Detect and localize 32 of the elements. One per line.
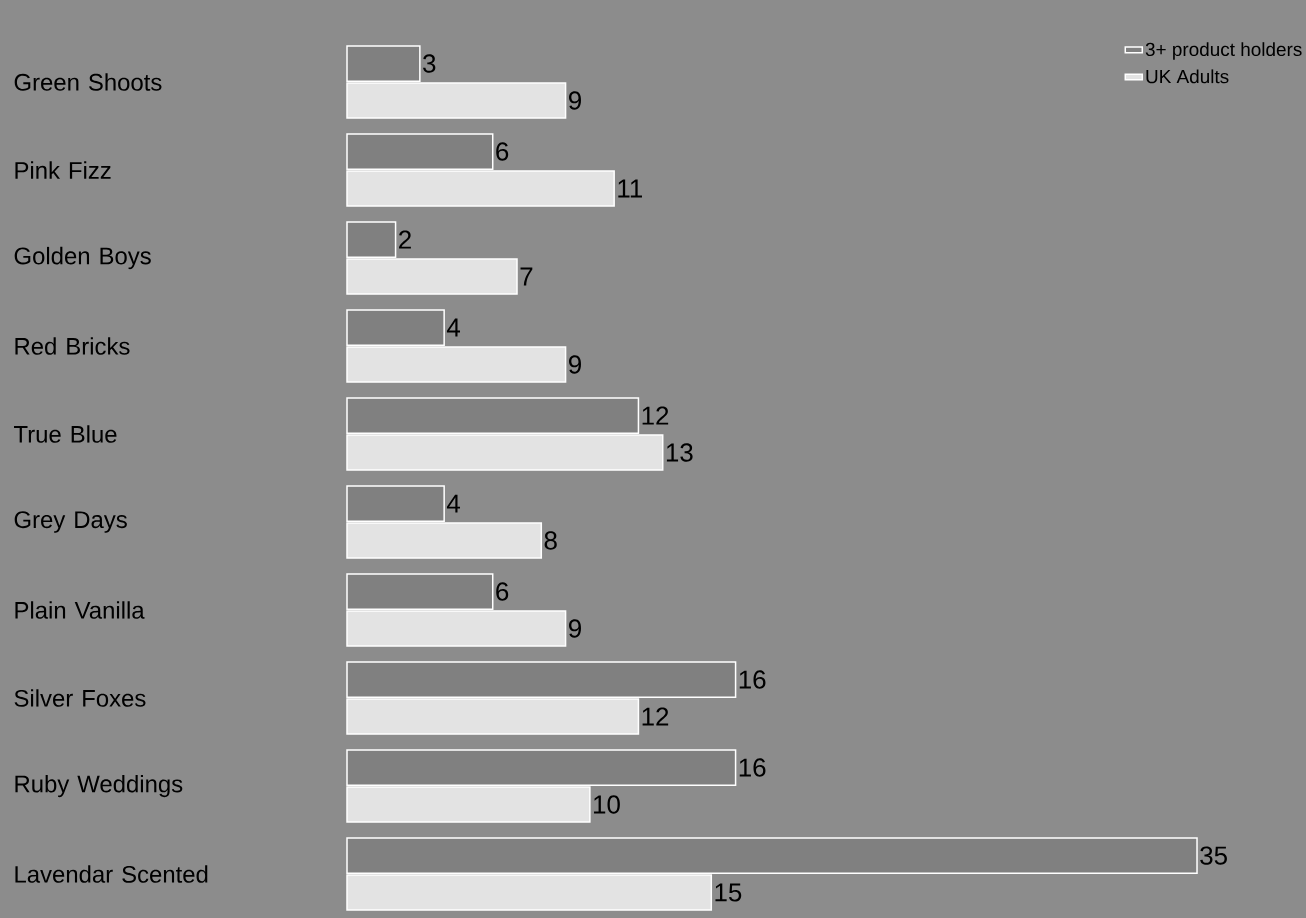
data-label: 10 [594, 795, 620, 814]
data-label: 12 [642, 406, 669, 425]
data-label: 3 [423, 54, 436, 73]
y-tick-label: Ruby Weddings [15, 774, 183, 798]
data-label: 9 [569, 619, 581, 638]
y-tick-label: True Blue [14, 425, 117, 443]
data-label: 16 [739, 670, 766, 689]
data-label: 35 [1200, 846, 1227, 865]
y-tick-label: Grey Days [14, 511, 127, 533]
data-label: 4 [446, 494, 461, 513]
data-label: 9 [569, 91, 581, 110]
data-label: 13 [666, 443, 693, 462]
data-label: 6 [496, 142, 509, 161]
y-tick-label: Pink Fizz [15, 161, 111, 179]
data-label: 9 [569, 355, 581, 374]
legend-label: 3+ product holders [1145, 42, 1302, 60]
data-label: 15 [715, 883, 742, 902]
data-label: 4 [446, 318, 461, 337]
y-tick-label: Plain Vanilla [15, 601, 145, 619]
y-tick-label: Red Bricks [15, 337, 130, 355]
data-label: 7 [520, 267, 533, 286]
y-tick-label: Silver Foxes [14, 689, 146, 707]
data-label: 6 [496, 582, 509, 601]
y-tick-label: Golden Boys [14, 246, 151, 270]
y-tick-label: Lavendar Scented [15, 865, 208, 883]
data-label: 8 [544, 531, 557, 550]
data-label: 2 [399, 230, 411, 249]
data-label: 16 [739, 758, 766, 777]
data-label: 11 [618, 179, 642, 198]
y-tick-label: Green Shoots [14, 73, 162, 91]
legend-label: UK Adults [1146, 69, 1229, 84]
data-label: 12 [642, 707, 669, 726]
